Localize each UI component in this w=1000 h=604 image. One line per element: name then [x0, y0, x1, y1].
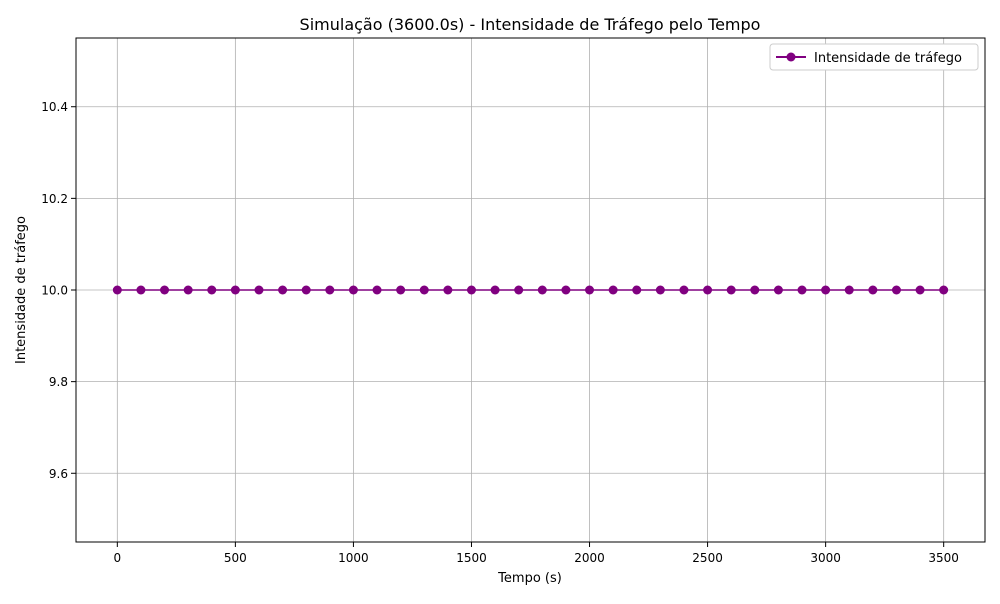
- x-tick-label: 2000: [574, 551, 605, 565]
- x-tick-label: 500: [224, 551, 247, 565]
- data-point: [372, 285, 382, 295]
- data-point: [915, 285, 925, 295]
- data-point: [466, 285, 476, 295]
- x-tick-label: 0: [113, 551, 121, 565]
- data-point: [939, 285, 949, 295]
- data-point: [891, 285, 901, 295]
- data-point: [703, 285, 713, 295]
- legend-label: Intensidade de tráfego: [814, 51, 962, 66]
- data-point: [301, 285, 311, 295]
- chart-title: Simulação (3600.0s) - Intensidade de Trá…: [300, 15, 761, 34]
- y-axis: 9.6 9.8 10.0 10.2 10.4: [41, 100, 76, 481]
- data-point: [278, 285, 288, 295]
- data-point: [160, 285, 170, 295]
- legend-box: [769, 43, 979, 71]
- data-point: [655, 285, 665, 295]
- y-tick-label: 9.8: [49, 375, 68, 389]
- y-tick-label: 10.4: [41, 100, 68, 114]
- data-point: [396, 285, 406, 295]
- data-point: [443, 285, 453, 295]
- x-axis-label: Tempo (s): [497, 571, 562, 586]
- data-point: [490, 285, 500, 295]
- data-point: [608, 285, 618, 295]
- x-tick-label: 3500: [928, 551, 959, 565]
- x-axis: 0 500 1000 1500 2000 2500 3000 3500: [113, 542, 959, 565]
- x-tick-label: 3000: [810, 551, 841, 565]
- data-point: [207, 285, 217, 295]
- data-point: [254, 285, 264, 295]
- data-point: [136, 285, 146, 295]
- data-point: [773, 285, 783, 295]
- data-point: [348, 285, 358, 295]
- data-point: [183, 285, 193, 295]
- y-tick-label: 9.6: [49, 467, 68, 481]
- data-point: [750, 285, 760, 295]
- data-point: [821, 285, 831, 295]
- legend: Intensidade de tráfego: [769, 43, 979, 71]
- data-point: [230, 285, 240, 295]
- data-point: [419, 285, 429, 295]
- data-point: [868, 285, 878, 295]
- data-point: [514, 285, 524, 295]
- data-point: [325, 285, 335, 295]
- x-tick-label: 2500: [692, 551, 723, 565]
- y-axis-label: Intensidade de tráfego: [14, 216, 29, 364]
- data-point: [112, 285, 122, 295]
- series-layer: [112, 285, 949, 295]
- y-tick-label: 10.0: [41, 284, 68, 298]
- data-point: [844, 285, 854, 295]
- data-point: [797, 285, 807, 295]
- data-point: [585, 285, 595, 295]
- data-point: [561, 285, 571, 295]
- data-point: [726, 285, 736, 295]
- data-point: [537, 285, 547, 295]
- legend-marker-swatch: [786, 52, 796, 62]
- data-point: [632, 285, 642, 295]
- x-tick-label: 1500: [456, 551, 487, 565]
- x-tick-label: 1000: [338, 551, 369, 565]
- y-tick-label: 10.2: [41, 192, 68, 206]
- data-point: [679, 285, 689, 295]
